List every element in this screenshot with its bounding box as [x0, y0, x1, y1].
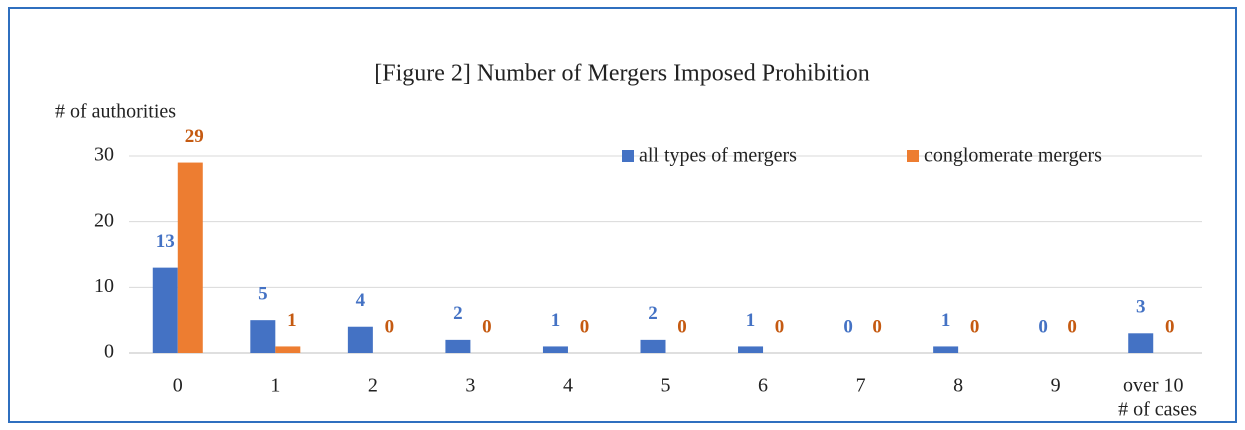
- x-axis-label: # of cases: [1118, 399, 1197, 421]
- x-tick-label: 5: [661, 375, 671, 397]
- x-tick-label: 7: [856, 375, 866, 397]
- bar: [445, 339, 471, 353]
- x-tick-label: 1: [270, 375, 280, 397]
- legend-swatch: [907, 150, 919, 162]
- data-label: 13: [156, 231, 175, 252]
- chart-title: [Figure 2] Number of Mergers Imposed Pro…: [374, 61, 869, 87]
- bar: [177, 162, 203, 353]
- data-label: 0: [482, 316, 492, 337]
- x-tick-label: 3: [465, 375, 475, 397]
- data-label: 5: [258, 284, 268, 305]
- data-label: 0: [775, 316, 785, 337]
- y-tick-label: 0: [104, 341, 114, 363]
- data-label: 1: [551, 310, 561, 331]
- data-label: 2: [648, 303, 658, 324]
- data-label: 0: [1038, 316, 1048, 337]
- y-tick-label: 20: [94, 209, 114, 231]
- data-label: 2: [453, 303, 463, 324]
- y-tick-label: 10: [94, 275, 114, 297]
- x-tick-label: 6: [758, 375, 768, 397]
- data-label: 0: [1067, 316, 1077, 337]
- data-label: 0: [385, 316, 395, 337]
- data-label: 29: [185, 126, 204, 147]
- bar: [1128, 333, 1154, 353]
- data-label: 0: [843, 316, 853, 337]
- bar: [640, 339, 666, 353]
- data-label: 0: [970, 316, 980, 337]
- data-label: 1: [746, 310, 756, 331]
- bar: [933, 346, 959, 353]
- legend-swatch: [622, 150, 634, 162]
- bar: [542, 346, 568, 353]
- legend-label: conglomerate mergers: [924, 145, 1102, 167]
- legend-label: all types of mergers: [639, 145, 797, 167]
- x-tick-label: 4: [563, 375, 573, 397]
- bar: [275, 346, 301, 353]
- x-tick-label: 8: [953, 375, 963, 397]
- x-tick-label: 9: [1051, 375, 1061, 397]
- bar: [347, 326, 373, 353]
- y-axis-label: # of authorities: [55, 101, 176, 123]
- data-label: 0: [677, 316, 687, 337]
- data-label: 1: [941, 310, 951, 331]
- x-tick-label: 0: [173, 375, 183, 397]
- frame: [8, 7, 1237, 423]
- x-tick-label: over 10: [1123, 375, 1184, 397]
- data-label: 0: [1165, 316, 1175, 337]
- data-label: 0: [580, 316, 590, 337]
- y-tick-label: 30: [94, 144, 114, 166]
- data-label: 3: [1136, 297, 1146, 318]
- data-label: 1: [287, 310, 297, 331]
- data-label: 0: [872, 316, 882, 337]
- data-label: 4: [356, 290, 366, 311]
- x-tick-label: 2: [368, 375, 378, 397]
- bar: [250, 320, 276, 353]
- bar: [152, 267, 178, 353]
- bar: [738, 346, 764, 353]
